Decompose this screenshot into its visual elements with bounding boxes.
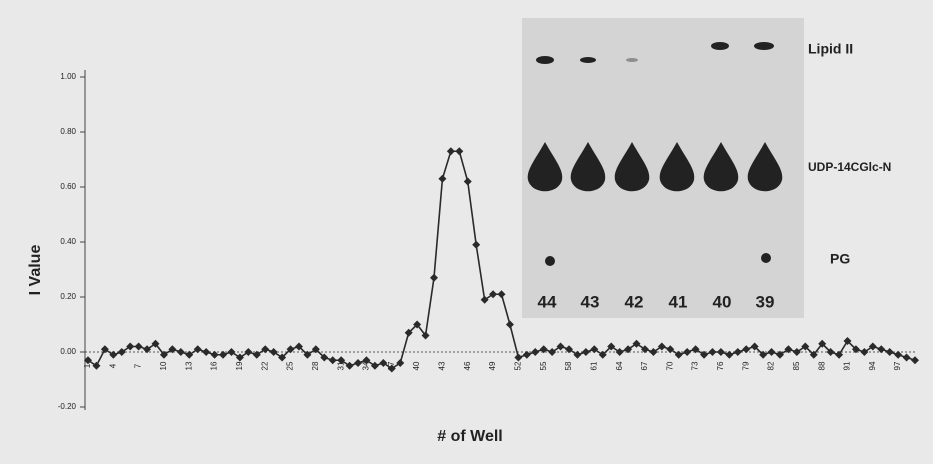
x-tick-label: 76 [716, 361, 725, 370]
x-tick-label: 94 [868, 361, 877, 370]
x-tick-label: 85 [792, 361, 801, 370]
y-tick-label: 1.00 [60, 72, 76, 81]
x-tick-label: 10 [159, 361, 168, 370]
x-tick-label: 82 [767, 361, 776, 370]
lane-label: 42 [625, 292, 644, 311]
x-tick-label: 67 [640, 361, 649, 370]
x-tick-label: 22 [260, 361, 269, 370]
x-tick-label: 7 [134, 363, 143, 368]
x-tick-label: 97 [893, 361, 902, 370]
y-tick-label: 0.40 [60, 237, 76, 246]
x-tick-label: 88 [817, 361, 826, 370]
y-axis-label: I Value [27, 245, 44, 296]
gel-inset [522, 18, 804, 318]
x-axis-label: # of Well [437, 428, 503, 445]
chart: # of Well I Value -0.20 0.00 0.20 0.40 0.60 0… [0, 0, 933, 464]
y-tick-label: 0.20 [60, 292, 76, 301]
x-tick-label: 61 [589, 361, 598, 370]
x-tick-label: 91 [843, 361, 852, 370]
x-tick-label: 79 [741, 361, 750, 370]
lane-label: 44 [538, 292, 557, 311]
x-tick-label: 49 [488, 361, 497, 370]
lane-label: 40 [713, 292, 732, 311]
x-tick-label: 4 [108, 363, 117, 368]
x-tick-label: 16 [210, 361, 219, 370]
x-tick-label: 19 [235, 361, 244, 370]
lane-label: 39 [756, 292, 775, 311]
x-tick-label: 40 [412, 361, 421, 370]
x-tick-label: 73 [691, 361, 700, 370]
x-tick-label: 70 [665, 361, 674, 370]
band-label: Lipid II [808, 41, 853, 57]
x-tick-label: 64 [615, 361, 624, 370]
band-label: PG [830, 251, 850, 267]
y-tick-label: 0.80 [60, 127, 76, 136]
y-tick-label: 0.60 [60, 182, 76, 191]
x-tick-label: 13 [184, 361, 193, 370]
band-label: UDP-14CGlc-N [808, 160, 891, 174]
x-tick-label: 28 [311, 361, 320, 370]
x-tick-label: 43 [438, 361, 447, 370]
x-tick-label: 46 [463, 361, 472, 370]
lane-label: 41 [669, 292, 688, 311]
x-tick-label: 55 [539, 361, 548, 370]
lane-label: 43 [581, 292, 600, 311]
x-tick-label: 1 [83, 363, 92, 368]
y-tick-label: 0.00 [60, 347, 76, 356]
x-tick-label: 25 [286, 361, 295, 370]
y-tick-label: -0.20 [58, 402, 77, 411]
x-tick-label: 52 [513, 361, 522, 370]
x-tick-label: 58 [564, 361, 573, 370]
